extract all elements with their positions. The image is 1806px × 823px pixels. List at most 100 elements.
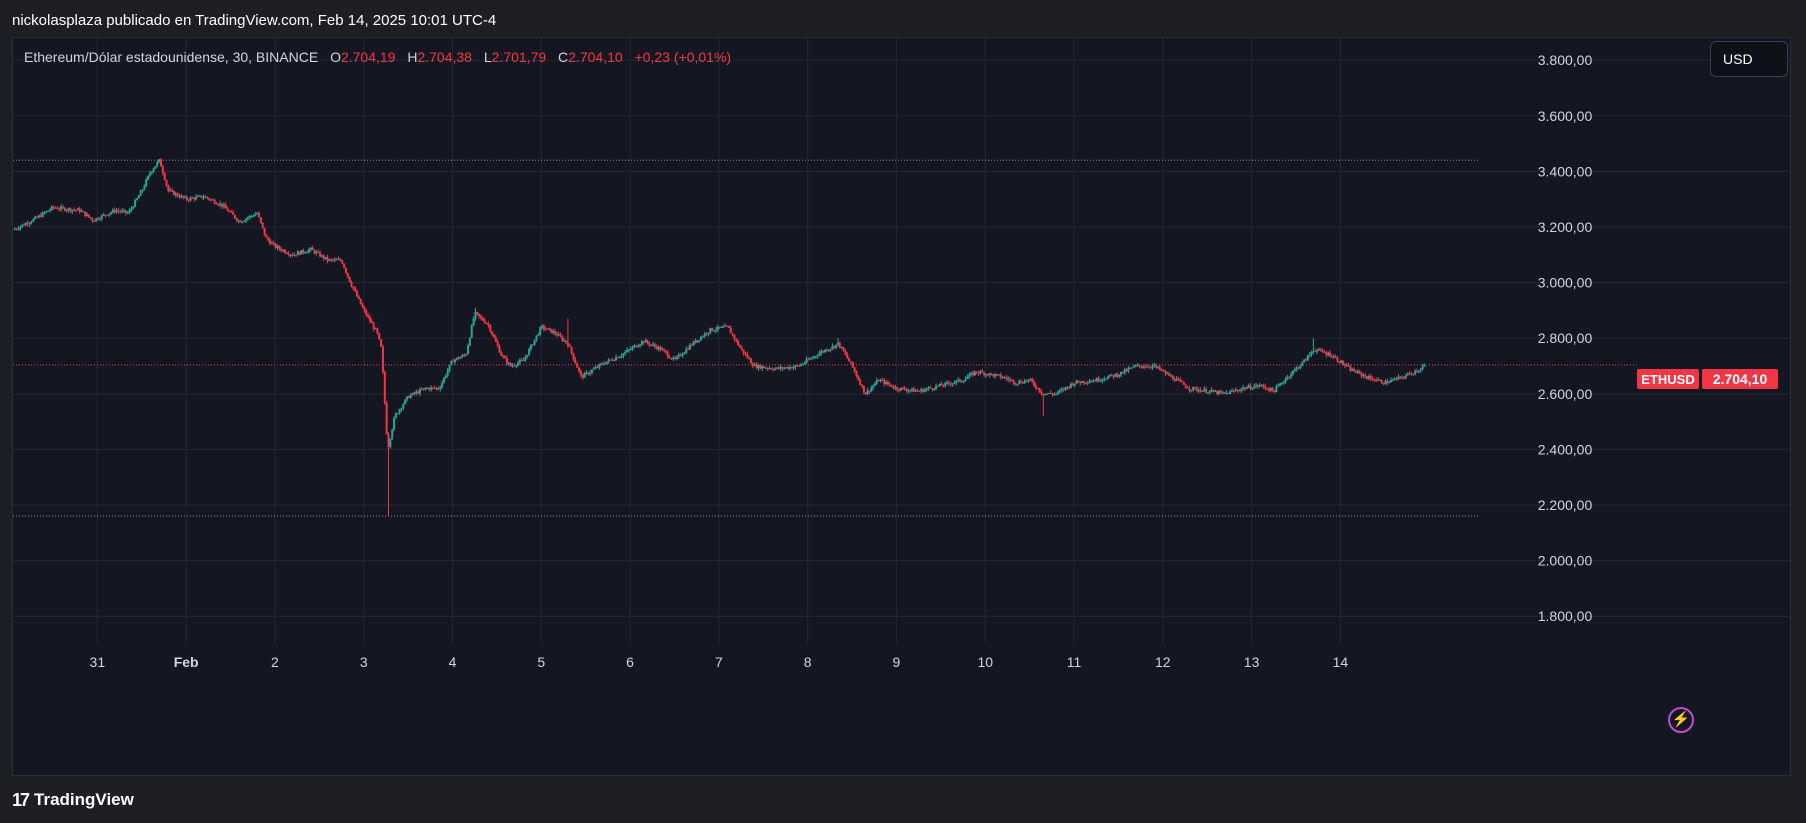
candle-body bbox=[454, 359, 457, 363]
candle-body bbox=[106, 215, 109, 217]
candle-body bbox=[315, 251, 318, 254]
candle-body bbox=[1280, 382, 1283, 384]
candle-body bbox=[984, 374, 987, 376]
candle-body bbox=[857, 376, 860, 380]
candle-body bbox=[731, 333, 734, 335]
candle-body bbox=[777, 367, 780, 369]
publish-info: nickolasplaza publicado en TradingView.c… bbox=[12, 12, 497, 29]
candle-body bbox=[1414, 370, 1417, 374]
candle-body bbox=[61, 206, 64, 208]
candle-body bbox=[204, 196, 207, 198]
candle-body bbox=[1094, 380, 1097, 382]
candle-body bbox=[98, 218, 101, 220]
candle-body bbox=[1393, 378, 1396, 380]
change-value: +0,23 (+0,01%) bbox=[634, 49, 732, 65]
y-tick-label: 1.800,00 bbox=[1538, 608, 1593, 624]
candle-body bbox=[811, 357, 814, 359]
candle-body bbox=[507, 362, 510, 364]
candle-body bbox=[1351, 368, 1354, 371]
candle-body bbox=[337, 259, 340, 261]
candle-body bbox=[298, 251, 301, 255]
candle-body bbox=[1206, 392, 1209, 394]
candle-body bbox=[966, 377, 969, 379]
candle-body bbox=[326, 257, 329, 261]
candle-body bbox=[646, 340, 649, 343]
candle-body bbox=[975, 371, 978, 373]
candle-body bbox=[835, 344, 838, 348]
candle-body bbox=[52, 206, 55, 208]
candle-body bbox=[666, 352, 669, 357]
candle-body bbox=[1292, 370, 1295, 375]
candle-body bbox=[167, 185, 170, 191]
candle-body bbox=[1038, 388, 1041, 392]
candle-body bbox=[1391, 379, 1394, 381]
candle-body bbox=[258, 213, 261, 218]
candle-body bbox=[1388, 382, 1391, 384]
candle-body bbox=[1230, 390, 1233, 392]
y-tick-label: 3.200,00 bbox=[1538, 219, 1593, 235]
candle-body bbox=[1373, 380, 1376, 382]
open-value: 2.704,19 bbox=[340, 49, 396, 65]
high-value: 2.704,38 bbox=[417, 49, 472, 65]
candle-body bbox=[289, 254, 292, 256]
candle-body bbox=[422, 388, 425, 390]
candle-body bbox=[1010, 379, 1013, 381]
candle-body bbox=[762, 366, 765, 368]
candle-body bbox=[110, 212, 113, 214]
candle-body bbox=[1258, 385, 1261, 387]
candle-body bbox=[622, 353, 625, 356]
candle-body bbox=[1225, 392, 1228, 394]
candle-body bbox=[1417, 370, 1420, 372]
candle-body bbox=[709, 327, 712, 333]
candle-body bbox=[1334, 356, 1337, 358]
candle-body bbox=[457, 357, 460, 359]
candle-body bbox=[1227, 392, 1230, 395]
candle-body bbox=[1151, 365, 1154, 368]
candle-body bbox=[169, 190, 172, 192]
time-axis[interactable]: 31 Feb 2 3 4 5 6 7 8 9 10 11 12 13 14 bbox=[90, 654, 1349, 670]
x-tick-label: 7 bbox=[715, 654, 723, 670]
candle-body bbox=[467, 345, 470, 355]
candle-body bbox=[1119, 371, 1122, 376]
candle-body bbox=[1131, 367, 1134, 369]
candle-body bbox=[1360, 372, 1363, 376]
symbol-title[interactable]: Ethereum/Dólar estadounidense, 30, BINAN… bbox=[24, 49, 319, 65]
candle-body bbox=[1406, 373, 1409, 376]
candle-body bbox=[859, 379, 862, 385]
candle-body bbox=[529, 344, 532, 349]
candle-body bbox=[111, 209, 114, 213]
candle-body bbox=[1142, 366, 1145, 368]
candlestick-chart[interactable]: 3.800,00 3.600,00 3.400,00 3.200,00 3.000,00… bbox=[13, 38, 1790, 775]
candle-body bbox=[132, 206, 135, 209]
candle-body bbox=[215, 203, 218, 205]
candle-body bbox=[1077, 380, 1080, 383]
candle-body bbox=[176, 193, 179, 197]
candle-body bbox=[272, 242, 275, 244]
candle-body bbox=[1401, 376, 1404, 378]
close-label: C bbox=[558, 49, 569, 65]
candle-body bbox=[992, 374, 995, 377]
candle-body bbox=[1253, 386, 1256, 389]
tradingview-branding[interactable]: 17 TradingView bbox=[12, 788, 134, 812]
price-axis[interactable]: 3.800,00 3.600,00 3.400,00 3.200,00 3.000,00… bbox=[1538, 52, 1593, 624]
candle-body bbox=[97, 218, 100, 220]
candle-body bbox=[794, 365, 797, 367]
candle-body bbox=[1214, 391, 1217, 393]
chart-pane[interactable]: 3.800,00 3.600,00 3.400,00 3.200,00 3.000,00… bbox=[12, 37, 1791, 776]
candle-body bbox=[1208, 390, 1211, 393]
candle-body bbox=[1273, 390, 1276, 393]
candle-body bbox=[862, 385, 865, 393]
candle-body bbox=[751, 363, 754, 366]
candle-body bbox=[248, 215, 251, 218]
currency-button[interactable]: USD bbox=[1710, 41, 1788, 77]
candle-body bbox=[407, 396, 410, 398]
candle-body bbox=[576, 363, 579, 368]
candle-body bbox=[1125, 369, 1128, 372]
candle-body bbox=[959, 379, 962, 382]
candle-body bbox=[108, 213, 111, 216]
lightning-icon[interactable]: ⚡ bbox=[1668, 707, 1694, 733]
candle-body bbox=[437, 387, 440, 390]
candle-body bbox=[831, 345, 834, 349]
candle-body bbox=[600, 363, 603, 365]
candle-body bbox=[873, 383, 876, 386]
